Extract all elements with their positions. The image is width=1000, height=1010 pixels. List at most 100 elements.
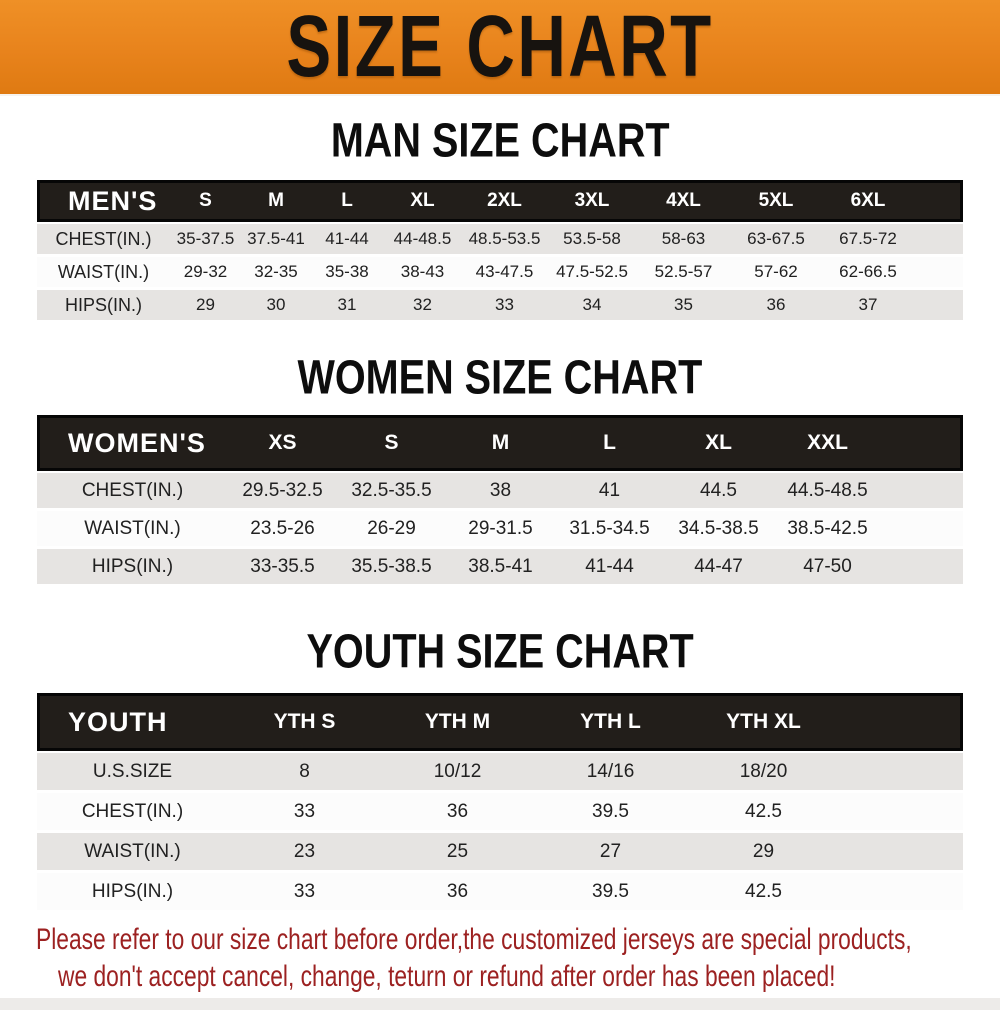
col-header: XS: [228, 415, 337, 471]
disclaimer: Please refer to our size chart before or…: [0, 923, 1000, 1010]
spacer-cell: [882, 471, 963, 511]
row-label: WAIST(IN.): [37, 511, 228, 549]
col-header: YTH S: [228, 693, 381, 751]
women-heading-text: WOMEN SIZE CHART: [297, 350, 703, 405]
spacer-cell: [840, 693, 963, 751]
cell: 41: [555, 471, 664, 511]
cell: 14/16: [534, 751, 687, 793]
col-header: 6XL: [822, 180, 914, 222]
cell: 31: [311, 290, 383, 323]
col-header: YTH M: [381, 693, 534, 751]
row-label: CHEST(IN.): [37, 222, 170, 257]
cell: 23: [228, 833, 381, 873]
cell: 44.5-48.5: [773, 471, 882, 511]
col-header: XL: [383, 180, 462, 222]
youth-header-row: YOUTH YTH S YTH M YTH L YTH XL: [37, 693, 963, 751]
spacer-cell: [840, 793, 963, 833]
row-label: WAIST(IN.): [37, 257, 170, 290]
cell: 47.5-52.5: [547, 257, 637, 290]
youth-hips-row: HIPS(IN.) 33 36 39.5 42.5: [37, 873, 963, 913]
cell: 44-47: [664, 549, 773, 587]
men-hips-row: HIPS(IN.) 29 30 31 32 33 34 35 36 37: [37, 290, 963, 323]
cell: 33: [462, 290, 547, 323]
cell: 32-35: [241, 257, 311, 290]
cell: 35.5-38.5: [337, 549, 446, 587]
cell: 41-44: [555, 549, 664, 587]
cell: 29-31.5: [446, 511, 555, 549]
cell: 33: [228, 793, 381, 833]
cell: 30: [241, 290, 311, 323]
youth-corner-label: YOUTH: [37, 693, 228, 751]
cell: 34: [547, 290, 637, 323]
cell: 57-62: [730, 257, 822, 290]
women-chest-row: CHEST(IN.) 29.5-32.5 32.5-35.5 38 41 44.…: [37, 471, 963, 511]
women-header-row: WOMEN'S XS S M L XL XXL: [37, 415, 963, 471]
col-header: 3XL: [547, 180, 637, 222]
cell: 29: [170, 290, 241, 323]
cell: 67.5-72: [822, 222, 914, 257]
spacer-cell: [914, 290, 963, 323]
banner-title: SIZE CHART: [286, 0, 714, 95]
cell: 43-47.5: [462, 257, 547, 290]
cell: 36: [730, 290, 822, 323]
men-section: MAN SIZE CHART MEN'S S M L XL 2XL 3XL 4X…: [0, 96, 1000, 323]
cell: 44.5: [664, 471, 773, 511]
cell: 37.5-41: [241, 222, 311, 257]
men-heading-text: MAN SIZE CHART: [330, 113, 670, 168]
col-header: S: [337, 415, 446, 471]
cell: 23.5-26: [228, 511, 337, 549]
cell: 39.5: [534, 873, 687, 913]
spacer-cell: [882, 415, 963, 471]
cell: 58-63: [637, 222, 730, 257]
spacer-cell: [914, 222, 963, 257]
spacer-cell: [914, 180, 963, 222]
cell: 41-44: [311, 222, 383, 257]
row-label: HIPS(IN.): [37, 873, 228, 913]
cell: 36: [381, 873, 534, 913]
youth-heading: YOUTH SIZE CHART: [0, 587, 1000, 693]
cell: 35-38: [311, 257, 383, 290]
cell: 33-35.5: [228, 549, 337, 587]
men-heading: MAN SIZE CHART: [0, 96, 1000, 180]
col-header: M: [446, 415, 555, 471]
cell: 42.5: [687, 873, 840, 913]
disclaimer-line-2: we don't accept cancel, change, teturn o…: [58, 960, 836, 993]
cell: 32.5-35.5: [337, 471, 446, 511]
cell: 34.5-38.5: [664, 511, 773, 549]
youth-waist-row: WAIST(IN.) 23 25 27 29: [37, 833, 963, 873]
youth-heading-text: YOUTH SIZE CHART: [306, 624, 694, 679]
cell: 38-43: [383, 257, 462, 290]
col-header: 5XL: [730, 180, 822, 222]
cell: 26-29: [337, 511, 446, 549]
cell: 35-37.5: [170, 222, 241, 257]
col-header: 2XL: [462, 180, 547, 222]
row-label: HIPS(IN.): [37, 549, 228, 587]
men-size-table: MEN'S S M L XL 2XL 3XL 4XL 5XL 6XL CHEST…: [37, 180, 963, 323]
men-chest-row: CHEST(IN.) 35-37.5 37.5-41 41-44 44-48.5…: [37, 222, 963, 257]
col-header: M: [241, 180, 311, 222]
youth-size-table: YOUTH YTH S YTH M YTH L YTH XL U.S.SIZE …: [37, 693, 963, 913]
cell: 63-67.5: [730, 222, 822, 257]
cell: 29-32: [170, 257, 241, 290]
cell: 10/12: [381, 751, 534, 793]
cell: 62-66.5: [822, 257, 914, 290]
women-section: WOMEN SIZE CHART WOMEN'S XS S M L XL XXL: [0, 323, 1000, 587]
banner: SIZE CHART: [0, 0, 1000, 96]
spacer-cell: [914, 257, 963, 290]
row-label: WAIST(IN.): [37, 833, 228, 873]
cell: 25: [381, 833, 534, 873]
youth-ussize-row: U.S.SIZE 8 10/12 14/16 18/20: [37, 751, 963, 793]
men-waist-row: WAIST(IN.) 29-32 32-35 35-38 38-43 43-47…: [37, 257, 963, 290]
cell: 48.5-53.5: [462, 222, 547, 257]
cell: 8: [228, 751, 381, 793]
cell: 37: [822, 290, 914, 323]
cell: 35: [637, 290, 730, 323]
women-hips-row: HIPS(IN.) 33-35.5 35.5-38.5 38.5-41 41-4…: [37, 549, 963, 587]
youth-section: YOUTH SIZE CHART YOUTH YTH S YTH M YTH L…: [0, 587, 1000, 913]
col-header: XXL: [773, 415, 882, 471]
men-corner-label: MEN'S: [37, 180, 170, 222]
men-header-row: MEN'S S M L XL 2XL 3XL 4XL 5XL 6XL: [37, 180, 963, 222]
youth-chest-row: CHEST(IN.) 33 36 39.5 42.5: [37, 793, 963, 833]
spacer-cell: [840, 873, 963, 913]
cell: 52.5-57: [637, 257, 730, 290]
